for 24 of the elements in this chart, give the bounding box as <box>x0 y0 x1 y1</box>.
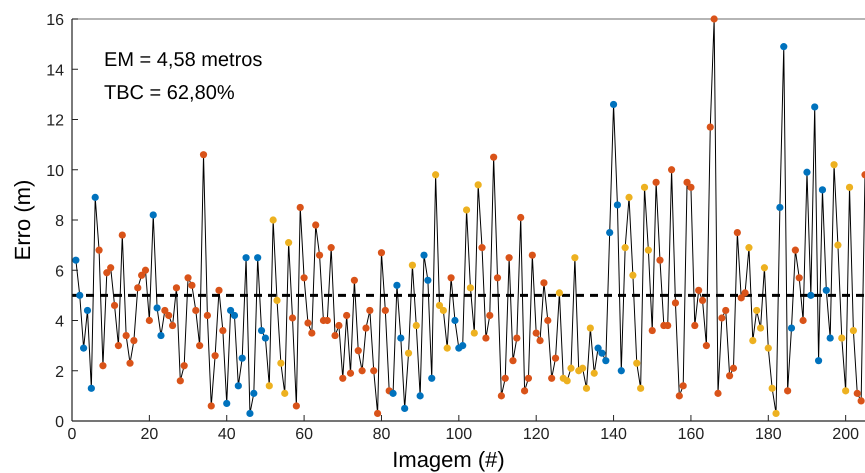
y-tick-label: 14 <box>46 62 64 80</box>
x-tick-label: 60 <box>295 426 314 443</box>
y-tick-label: 16 <box>46 12 64 29</box>
annotation: TBC = 62,80% <box>104 82 235 104</box>
x-tick-label: 120 <box>522 426 550 443</box>
y-axis-title: Erro (m) <box>10 180 35 260</box>
y-tick-label: 6 <box>55 263 64 280</box>
x-tick-label: 180 <box>754 426 782 443</box>
x-tick-label: 80 <box>372 426 390 443</box>
x-axis-title: Imagem (#) <box>392 447 505 472</box>
y-tick-label: 8 <box>55 213 64 230</box>
y-tick-label: 12 <box>46 112 64 130</box>
y-tick-label: 2 <box>55 364 64 381</box>
x-tick-label: 200 <box>832 426 860 443</box>
y-tick-label: 4 <box>55 314 64 330</box>
x-tick-label: 160 <box>678 426 704 443</box>
x-tick-label: 140 <box>600 426 628 443</box>
x-tick-label: 0 <box>68 426 77 443</box>
annotation: EM = 4,58 metros <box>104 49 262 71</box>
x-tick-label: 100 <box>445 426 472 443</box>
x-tick-label: 20 <box>140 426 158 443</box>
y-tick-label: 10 <box>46 162 64 180</box>
x-tick-label: 40 <box>218 426 236 443</box>
y-tick-label: 0 <box>55 414 64 431</box>
